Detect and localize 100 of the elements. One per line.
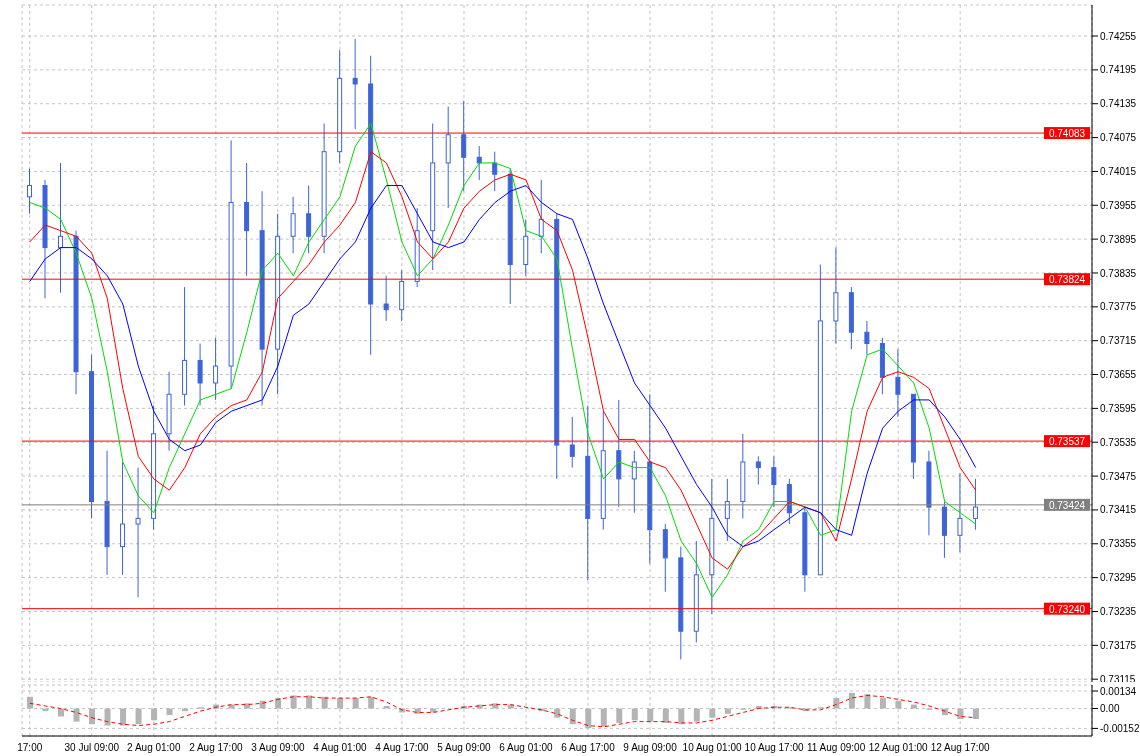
- bar: [693, 708, 700, 722]
- candlestick: [368, 55, 374, 356]
- candlestick: [461, 100, 467, 192]
- x-tick-label: 2 Aug 01:00: [127, 742, 181, 754]
- bar: [709, 708, 716, 718]
- candlestick: [275, 213, 281, 395]
- candlestick: [182, 286, 188, 407]
- candlestick: [864, 320, 870, 356]
- bar: [104, 708, 111, 726]
- bar: [833, 698, 840, 709]
- bar: [910, 704, 917, 709]
- x-tick-label: 6 Aug 17:00: [561, 742, 616, 754]
- candlestick: [42, 179, 48, 299]
- candlestick: [631, 450, 637, 514]
- bar: [321, 696, 328, 709]
- x-tick-label: 11 Aug 09:00: [807, 742, 866, 754]
- y-tick-label: 0.73295: [1100, 572, 1137, 584]
- bar: [895, 700, 902, 709]
- x-tick-label: 12 Aug 17:00: [930, 742, 991, 754]
- bar: [724, 708, 731, 714]
- candlestick: [352, 38, 358, 130]
- bar: [848, 692, 855, 709]
- ref-line-label: 0.73424: [1048, 499, 1086, 511]
- candlestick: [58, 162, 64, 294]
- x-tick-label: 12 Aug 01:00: [868, 742, 929, 754]
- candlestick: [337, 49, 343, 164]
- y-tick-label: 0.73595: [1100, 402, 1137, 414]
- candlestick: [600, 410, 606, 531]
- y-tick-label: 0.73895: [1100, 233, 1137, 245]
- bar: [166, 708, 173, 716]
- bar: [662, 708, 669, 723]
- bar: [151, 708, 158, 721]
- bar: [275, 698, 282, 709]
- x-tick-label: 4 Aug 17:00: [375, 742, 430, 754]
- bar: [337, 698, 344, 709]
- candlestick: [724, 478, 730, 542]
- candlestick: [430, 122, 436, 271]
- bar: [73, 708, 80, 722]
- bar: [290, 695, 297, 709]
- y-tick-label: 0.73355: [1100, 538, 1137, 550]
- bar: [383, 705, 390, 709]
- candlestick: [445, 106, 451, 209]
- x-tick-label: 5 Aug 09:00: [437, 742, 492, 754]
- candlestick: [802, 506, 808, 593]
- y-tick-label: -0.00152: [1100, 722, 1140, 734]
- candlestick: [321, 122, 327, 254]
- bar: [120, 708, 127, 726]
- candlestick: [73, 230, 79, 395]
- x-tick-label: 6 Aug 01:00: [499, 742, 554, 754]
- candlestick: [259, 190, 265, 407]
- ref-line-label: 0.73240: [1048, 603, 1086, 615]
- candlestick: [616, 399, 622, 508]
- y-tick-label: 0.73115: [1100, 673, 1136, 685]
- bar: [864, 694, 871, 709]
- bar: [585, 708, 592, 729]
- bar: [306, 695, 313, 709]
- y-tick-label: 0.00: [1100, 703, 1120, 715]
- bar: [368, 696, 375, 709]
- y-tick-label: 0.73955: [1100, 199, 1137, 211]
- candlestick: [647, 393, 653, 565]
- y-tick-label: 0.73175: [1100, 639, 1137, 651]
- y-tick-label: 0.73415: [1100, 504, 1137, 516]
- candlestick: [27, 168, 32, 215]
- bar: [135, 708, 142, 725]
- line-series: [29, 694, 977, 728]
- candlestick: [957, 472, 963, 553]
- bar: [972, 708, 979, 719]
- bar: [507, 704, 514, 709]
- x-tick-label: 2 Aug 17:00: [189, 742, 243, 754]
- candlestick: [569, 416, 575, 469]
- x-tick-label: 30 Jul 09:00: [64, 742, 120, 754]
- y-tick-label: 0.74075: [1100, 132, 1137, 144]
- y-tick-label: 0.73535: [1100, 436, 1137, 448]
- bar: [492, 703, 499, 709]
- y-tick-label: 0.74255: [1100, 30, 1137, 42]
- y-tick-label: 0.00134: [1100, 685, 1137, 697]
- y-tick-label: 0.74195: [1100, 64, 1137, 76]
- candlestick: [290, 196, 296, 254]
- bar: [647, 708, 654, 722]
- candlestick: [771, 455, 777, 508]
- candlestick: [197, 343, 203, 407]
- bar: [259, 700, 266, 709]
- candlestick: [399, 269, 405, 322]
- bar: [352, 698, 359, 709]
- candlestick: [383, 275, 389, 322]
- candlestick: [120, 461, 126, 576]
- candlestick: [135, 467, 141, 598]
- x-tick-label: 3 Aug 09:00: [251, 742, 305, 754]
- bar: [600, 708, 607, 727]
- candlestick: [693, 540, 699, 644]
- bar: [616, 708, 623, 723]
- candlestick: [709, 478, 715, 615]
- x-tick-label: 17:00: [17, 742, 43, 754]
- candlestick: [166, 371, 172, 452]
- candlestick: [678, 546, 684, 660]
- bar: [228, 704, 235, 709]
- candlestick: [895, 348, 901, 418]
- y-tick-label: 0.73835: [1100, 267, 1137, 279]
- y-tick-label: 0.73775: [1100, 301, 1137, 313]
- y-tick-label: 0.73475: [1100, 470, 1137, 482]
